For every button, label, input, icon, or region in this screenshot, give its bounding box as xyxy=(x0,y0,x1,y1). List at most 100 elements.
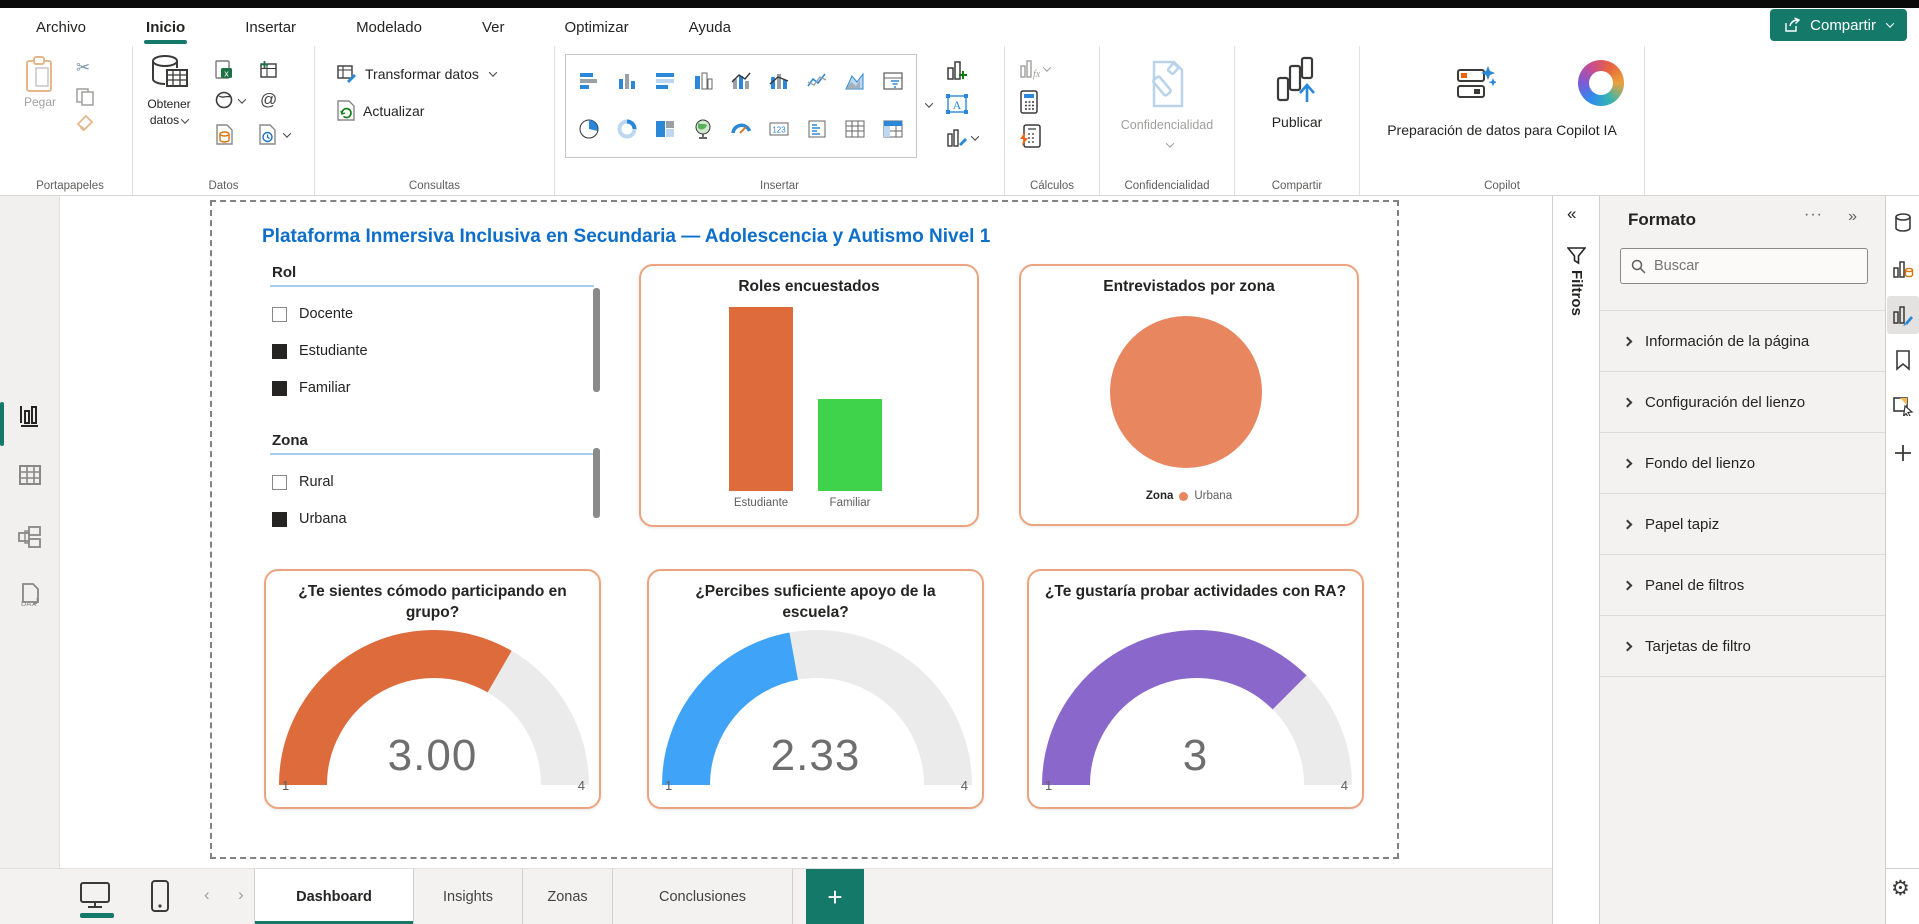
build-visual-pane-icon[interactable] xyxy=(1892,258,1914,280)
checkbox-checked-icon[interactable] xyxy=(272,511,287,527)
search-input[interactable] xyxy=(1654,258,1844,274)
map-icon[interactable] xyxy=(690,116,716,142)
chevron-down-icon[interactable] xyxy=(282,129,292,138)
clustered-column-chart-icon[interactable] xyxy=(614,68,640,94)
slicer-icon[interactable] xyxy=(880,68,906,94)
report-page[interactable]: Plataforma Inmersiva Inclusiva en Secund… xyxy=(210,200,1399,859)
paste-button[interactable]: Pegar xyxy=(18,56,62,110)
copilot-data-prep-button[interactable]: Preparación de datos para Copilot IA xyxy=(1360,54,1644,138)
report-view-icon[interactable] xyxy=(17,404,43,430)
desktop-layout-icon[interactable] xyxy=(78,881,112,909)
text-box-icon[interactable]: A xyxy=(945,92,969,116)
bar-estudiante[interactable] xyxy=(729,307,793,491)
data-view-icon[interactable] xyxy=(17,462,43,488)
matrix-icon[interactable] xyxy=(880,116,906,142)
menu-inicio[interactable]: Inicio xyxy=(144,13,188,44)
mobile-layout-icon[interactable] xyxy=(150,879,170,913)
bar-familiar[interactable] xyxy=(818,399,882,491)
format-search-box[interactable] xyxy=(1620,248,1868,284)
section-filter-pane[interactable]: Panel de filtros xyxy=(1600,555,1885,616)
share-button[interactable]: Compartir xyxy=(1770,9,1907,41)
publish-button[interactable]: Publicar xyxy=(1235,56,1359,130)
add-pane-icon[interactable] xyxy=(1892,442,1914,464)
gauge-card-apoyo[interactable]: ¿Percibes suficiente apoyo de la escuela… xyxy=(647,569,984,809)
previous-page-icon[interactable]: ‹ xyxy=(204,885,210,904)
selection-pane-icon[interactable] xyxy=(1892,394,1914,416)
menu-ayuda[interactable]: Ayuda xyxy=(688,18,731,36)
chevron-down-icon[interactable] xyxy=(237,95,247,104)
cut-icon[interactable]: ✂ xyxy=(76,58,91,77)
pie-chart-card[interactable]: Entrevistados por zona Zona Urbana xyxy=(1019,264,1359,526)
gallery-expand-icon[interactable] xyxy=(924,99,934,108)
checkbox-unchecked-icon[interactable] xyxy=(272,474,287,490)
menu-ver[interactable]: Ver xyxy=(481,18,505,36)
section-filter-cards[interactable]: Tarjetas de filtro xyxy=(1600,616,1885,677)
new-measure-button[interactable]: fx xyxy=(1019,58,1052,80)
more-options-icon[interactable]: ··· xyxy=(1804,206,1823,223)
page-tab-dashboard[interactable]: Dashboard xyxy=(254,869,414,924)
refresh-button[interactable]: Actualizar xyxy=(337,100,424,121)
new-visual-icon[interactable] xyxy=(945,58,969,82)
bar-chart-card[interactable]: Roles encuestados Estudiante Familiar xyxy=(639,264,979,527)
section-wallpaper[interactable]: Papel tapiz xyxy=(1600,494,1885,555)
slicer-option-docente[interactable]: Docente xyxy=(272,304,608,324)
page-tab-conclusiones[interactable]: Conclusiones xyxy=(613,869,793,924)
gauge-card-grupo[interactable]: ¿Te sientes cómodo participando en grupo… xyxy=(264,569,601,809)
excel-workbook-icon[interactable]: x xyxy=(215,60,234,79)
menu-optimizar[interactable]: Optimizar xyxy=(564,18,629,36)
treemap-icon[interactable] xyxy=(652,116,678,142)
section-canvas-settings[interactable]: Configuración del lienzo xyxy=(1600,372,1885,433)
slicer-option-urbana[interactable]: Urbana xyxy=(272,509,608,529)
dataverse-icon[interactable]: @ xyxy=(260,90,278,109)
recent-sources-icon[interactable] xyxy=(259,124,276,145)
expand-filters-icon[interactable]: « xyxy=(1567,204,1577,223)
stacked-bar-chart-icon[interactable] xyxy=(576,68,602,94)
page-tab-zonas[interactable]: Zonas xyxy=(523,869,613,924)
format-pane-icon[interactable] xyxy=(1892,304,1914,326)
dax-query-view-icon[interactable]: DAX xyxy=(17,582,43,608)
settings-gear-icon[interactable]: ⚙ xyxy=(1891,877,1910,900)
pie-slice-urbana[interactable] xyxy=(1110,316,1262,468)
get-data-button[interactable]: Obtener datos xyxy=(141,54,197,128)
bookmarks-pane-icon[interactable] xyxy=(1892,349,1914,371)
stacked-bar-100-chart-icon[interactable] xyxy=(652,68,678,94)
line-chart-icon[interactable] xyxy=(804,68,830,94)
pie-chart-icon[interactable] xyxy=(576,116,602,142)
gauge-icon[interactable] xyxy=(728,116,754,142)
sensitivity-label[interactable]: Confidencialidad xyxy=(1120,118,1214,132)
copy-icon[interactable] xyxy=(76,88,94,106)
checkbox-checked-icon[interactable] xyxy=(272,343,287,359)
menu-modelado[interactable]: Modelado xyxy=(356,18,422,36)
enter-data-icon[interactable] xyxy=(259,60,278,79)
line-column-combo-chart-icon[interactable] xyxy=(728,68,754,94)
area-chart-icon[interactable] xyxy=(842,68,868,94)
more-visuals-button[interactable] xyxy=(945,126,980,150)
menu-archivo[interactable]: Archivo xyxy=(36,18,87,36)
sql-source-icon[interactable] xyxy=(216,124,233,145)
next-page-icon[interactable]: › xyxy=(238,885,244,904)
slicer-option-estudiante[interactable]: Estudiante xyxy=(272,341,608,361)
new-column-calculator-icon[interactable] xyxy=(1019,90,1039,114)
collapse-pane-icon[interactable]: » xyxy=(1848,208,1857,225)
slicer-option-rural[interactable]: Rural xyxy=(272,472,608,492)
quick-measure-icon[interactable] xyxy=(1019,124,1041,148)
checkbox-checked-icon[interactable] xyxy=(272,380,287,396)
filter-funnel-icon[interactable] xyxy=(1567,246,1586,265)
model-view-icon[interactable] xyxy=(17,524,43,550)
filters-pane-label[interactable]: Filtros xyxy=(1568,270,1585,316)
gauge-card-ra[interactable]: ¿Te gustaría probar actividades con RA? … xyxy=(1027,569,1364,809)
line-stacked-column-combo-chart-icon[interactable] xyxy=(766,68,792,94)
clustered-column-outline-chart-icon[interactable] xyxy=(690,68,716,94)
multirow-card-icon[interactable] xyxy=(804,116,830,142)
data-pane-icon[interactable] xyxy=(1892,212,1914,234)
section-page-information[interactable]: Información de la página xyxy=(1600,311,1885,372)
checkbox-unchecked-icon[interactable] xyxy=(272,306,287,322)
report-canvas[interactable]: Plataforma Inmersiva Inclusiva en Secund… xyxy=(60,196,1552,868)
table-icon[interactable] xyxy=(842,116,868,142)
slicer-scrollbar[interactable] xyxy=(593,448,600,518)
new-page-button[interactable]: + xyxy=(806,869,864,924)
section-canvas-background[interactable]: Fondo del lienzo xyxy=(1600,433,1885,494)
onelake-hub-icon[interactable] xyxy=(215,90,234,109)
page-tab-insights[interactable]: Insights xyxy=(414,869,523,924)
legend-label[interactable]: Urbana xyxy=(1194,490,1233,502)
